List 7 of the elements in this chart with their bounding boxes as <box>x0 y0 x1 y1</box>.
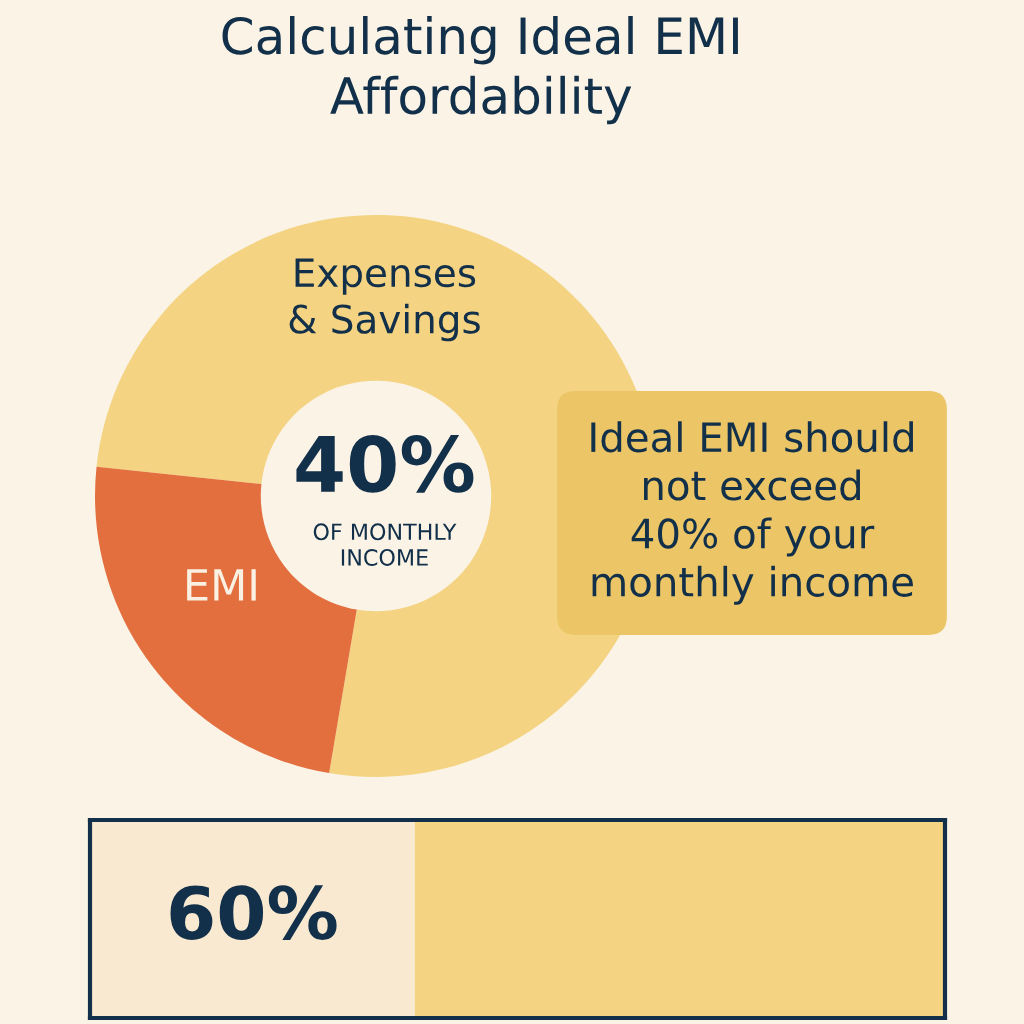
annotation: 60% <box>170 885 337 940</box>
text: 40% <box>296 435 474 493</box>
slice-label: EMI <box>187 569 256 601</box>
slice-label: Expenses & Savings <box>289 258 480 342</box>
chart-title: Calculating Ideal EMI Affordability <box>222 16 738 125</box>
text: Ideal EMI should not exceed 40% of your monthly income <box>591 421 913 605</box>
text: OF MONTHLY INCOME <box>313 523 457 566</box>
